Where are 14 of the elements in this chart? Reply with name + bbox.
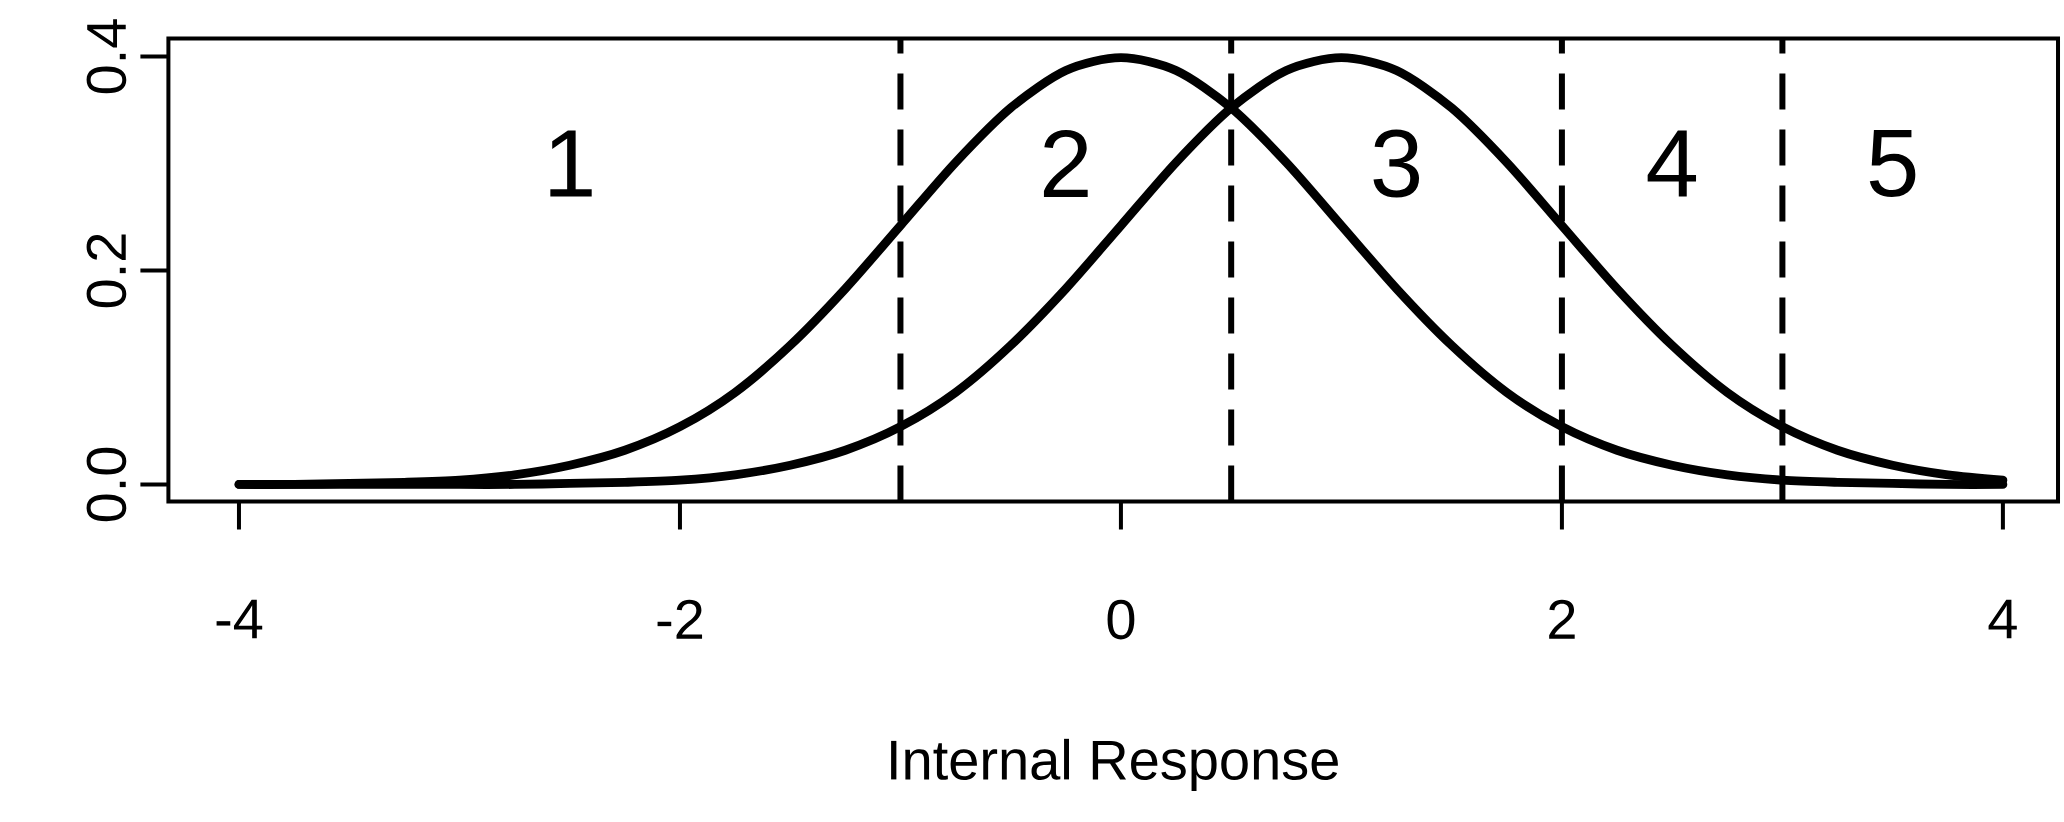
- annotation: 1: [550, 130, 592, 197]
- annotation: 2: [1043, 129, 1088, 197]
- y-tick-label: 0.2: [86, 234, 127, 308]
- x-axis-title: Internal Response: [891, 738, 1338, 792]
- annotation: 3: [1373, 129, 1420, 198]
- x-tick-label: 2: [1549, 599, 1575, 639]
- x-tick-label: 4: [1988, 599, 2017, 639]
- x-tick-label: -4: [216, 599, 263, 639]
- annotation: 5: [1869, 129, 1916, 197]
- x-tick-label: -2: [657, 599, 703, 639]
- annotation: 4: [1647, 130, 1697, 197]
- x-tick-label: 0: [1107, 599, 1135, 640]
- y-tick-label: 0.0: [86, 447, 127, 522]
- y-tick-label: 0.4: [86, 19, 127, 94]
